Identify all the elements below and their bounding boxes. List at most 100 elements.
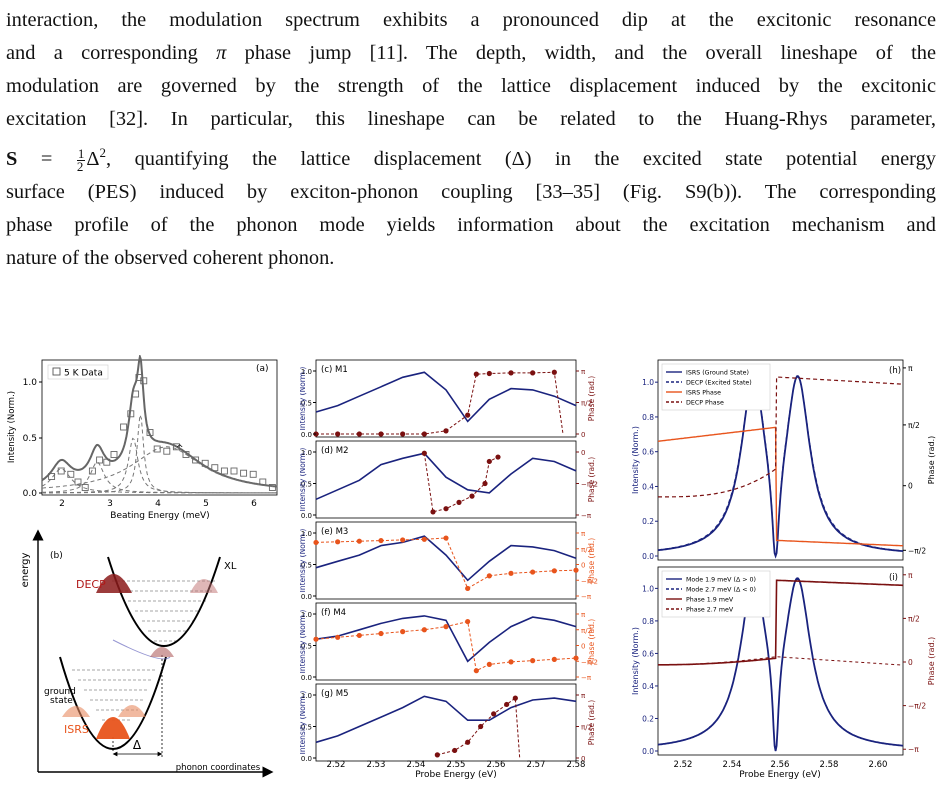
phase-point: [313, 636, 319, 642]
phase-point: [486, 661, 492, 667]
rtick: −π: [908, 745, 919, 754]
phase-point: [443, 506, 449, 512]
middle-ytick: 1.0: [301, 368, 312, 376]
ylabel: Intensity (Norm.): [631, 627, 640, 695]
panel-a-xtick: 4: [155, 499, 161, 509]
legend-entry: ISRS Phase: [686, 390, 721, 397]
ytick: 0.8: [642, 617, 654, 626]
phase-point: [465, 412, 471, 418]
panel-a-ytick: 1.0: [23, 378, 38, 388]
middle-panel: (f) M4 0.0 0.5 1.0 −π −π/2 0 π/2 π Intensity (Nor…: [300, 602, 598, 682]
middle-ytick: 0.0: [301, 431, 312, 439]
phase-point: [465, 739, 471, 745]
ytick: 0.2: [642, 714, 654, 723]
panel-i-xtick: 2.60: [869, 760, 888, 770]
middle-panel-tag: (e) M3: [321, 527, 348, 537]
phase-point: [421, 450, 427, 456]
ytick: 0.4: [642, 482, 654, 491]
panel-i-xtick: 2.52: [674, 760, 693, 770]
middle-xlabel: Probe Energy (eV): [415, 770, 496, 780]
rtick: −π/2: [908, 702, 926, 711]
phase-point: [508, 370, 514, 376]
text-line-5: S = 1 2 Δ2, quantifying the lattice displa…: [6, 145, 936, 174]
phase-line: [437, 697, 521, 759]
phase-point: [452, 747, 458, 754]
body-paragraph: interaction, the modulation spectrum exh…: [6, 4, 936, 275]
legend-entry: Phase 2.7 meV: [686, 607, 734, 614]
ytick: 1.0: [642, 584, 654, 593]
phase-point: [530, 658, 536, 664]
phase-point: [469, 493, 475, 499]
panel-b-decp: DECP: [76, 578, 106, 591]
phase-point: [491, 711, 497, 717]
phase-point: [551, 369, 557, 375]
middle-rtick: π/2: [581, 627, 592, 635]
ylabel: Intensity (Norm.): [631, 426, 640, 494]
curve-line: [657, 426, 904, 547]
intensity-line: [315, 371, 577, 423]
phase-point: [456, 499, 462, 505]
phase-point: [443, 428, 449, 434]
panel-a-xtick: 2: [59, 499, 65, 509]
phase-point: [335, 539, 341, 545]
phase-point: [400, 431, 406, 437]
phase-point: [512, 695, 518, 701]
middle-ylabel: Intensity (Norm.): [300, 367, 307, 431]
middle-panel-tag: (f) M4: [321, 608, 346, 618]
phase-point: [313, 539, 319, 546]
panel-i-xtick: 2.54: [723, 760, 742, 770]
middle-rtick: 0: [581, 431, 585, 439]
panel-b-isrs: ISRS: [64, 723, 89, 736]
phase-point: [508, 570, 514, 576]
phase-point: [434, 752, 440, 758]
phase-point: [551, 568, 557, 574]
middle-ytick: 0.5: [301, 400, 312, 408]
middle-panel-tag: (d) M2: [321, 446, 348, 456]
legend-entry: Phase 1.9 meV: [686, 597, 734, 604]
rtick: π/2: [908, 421, 920, 430]
phase-point: [421, 627, 427, 633]
intensity-line: [315, 535, 577, 582]
phase-point: [400, 629, 406, 635]
legend-entry: Mode 1.9 meV (Δ > 0): [686, 577, 756, 584]
phase-point: [378, 630, 384, 637]
phase-point: [486, 458, 492, 465]
panel-a-tag: (a): [256, 364, 269, 374]
middle-ytick: 1.0: [301, 530, 312, 538]
phase-line: [316, 371, 564, 435]
text-line-8: nature of the observed coherent phonon.: [6, 246, 335, 269]
phase-point: [430, 509, 436, 515]
ytick: 0.6: [642, 448, 654, 457]
panel-i-xlabel: Probe Energy (eV): [739, 770, 820, 780]
middle-panel: (c) M1 0.0 0.5 1.0 0 π/2 π Intensity (Norm.) Pha…: [300, 359, 596, 439]
phase-point: [486, 573, 492, 579]
middle-ylabel-right: Phase (rad.): [587, 457, 596, 503]
middle-xtick: 2.53: [367, 760, 386, 770]
panel-b-delta: Δ: [133, 738, 142, 752]
middle-xtick: 2.56: [487, 760, 506, 770]
phase-point: [486, 370, 492, 377]
legend-entry: Mode 2.7 meV (Δ < 0): [686, 587, 756, 594]
panel-b-xl: XL: [224, 561, 237, 572]
phase-point: [530, 569, 536, 575]
middle-xtick: 2.57: [527, 760, 546, 770]
panel-i-xtick: 2.58: [820, 760, 839, 770]
panel-b-xlabel: phonon coordinates: [176, 763, 261, 773]
phase-point: [443, 624, 449, 630]
middle-rtick: π: [581, 692, 586, 700]
panel-tag: (i): [889, 573, 898, 583]
text-line-3: modulation are governed by the strength …: [6, 75, 936, 97]
middle-rtick: 0: [581, 562, 585, 570]
middle-ytick: 1.0: [301, 449, 312, 457]
middle-rtick: π: [581, 530, 586, 538]
middle-rtick: π/2: [581, 400, 592, 408]
middle-ylabel-right: Phase (rad.): [587, 700, 596, 746]
middle-ytick: 0.5: [301, 481, 312, 489]
panel-b-tag: (b): [50, 551, 63, 561]
middle-ytick: 0.5: [301, 643, 312, 651]
legend-entry: DECP (Excited State): [686, 380, 752, 387]
middle-ytick: 0.5: [301, 724, 312, 732]
panel-a-xtick: 5: [203, 499, 209, 509]
middle-ylabel: Intensity (Norm.): [300, 529, 307, 593]
panel-a-ylabel: Intensity (Norm.): [7, 391, 17, 463]
